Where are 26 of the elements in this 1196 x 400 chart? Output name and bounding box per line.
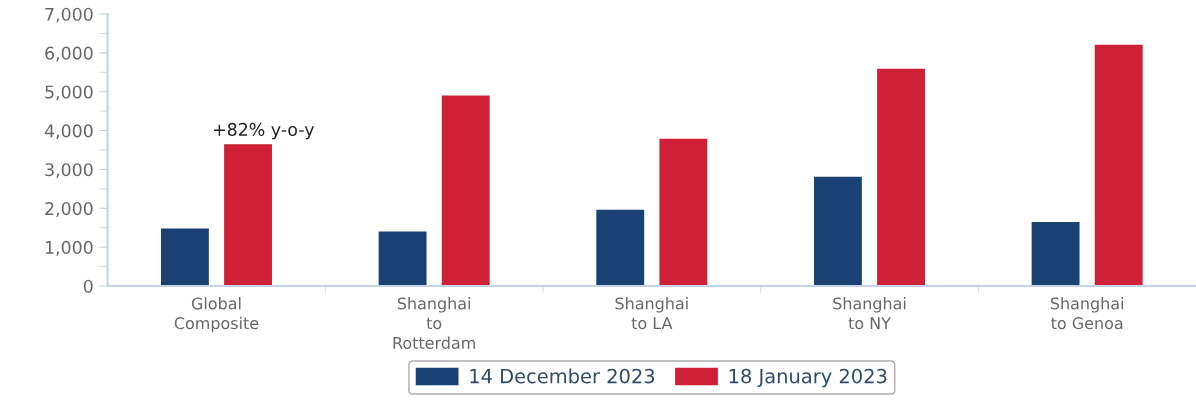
y-tick-label: 4,000	[44, 124, 93, 140]
y-tick-label: 3,000	[45, 163, 93, 179]
bar	[659, 138, 708, 286]
bar	[596, 209, 645, 286]
bar	[813, 176, 862, 286]
x-tick-label: Shanghai to Rotterdam	[393, 297, 475, 349]
x-tick-label: Global Composite	[174, 297, 259, 333]
x-tick-label: Shanghai to NY	[833, 297, 906, 330]
legend-label: 18 January 2023	[729, 368, 887, 388]
y-tick-label: 1,000	[45, 240, 93, 256]
y-tick-label: 6,000	[45, 46, 93, 62]
bar	[378, 231, 427, 286]
bar	[441, 95, 490, 286]
y-tick-label: 0	[83, 279, 93, 293]
bar	[224, 144, 272, 286]
bar	[1094, 44, 1143, 286]
y-tick-label: 2,000	[45, 202, 93, 217]
annotation: +82% y-o-y	[213, 122, 314, 140]
bar	[1031, 221, 1080, 286]
legend-label: 14 December 2023	[470, 368, 655, 384]
y-tick-label: 5,000	[45, 85, 93, 101]
x-tick-label: Shanghai to LA	[615, 297, 688, 330]
y-tick-label: 7,000	[45, 7, 93, 23]
bar	[160, 228, 209, 286]
bar	[877, 68, 925, 286]
x-tick-label: Shanghai to Genoa	[1050, 297, 1123, 330]
